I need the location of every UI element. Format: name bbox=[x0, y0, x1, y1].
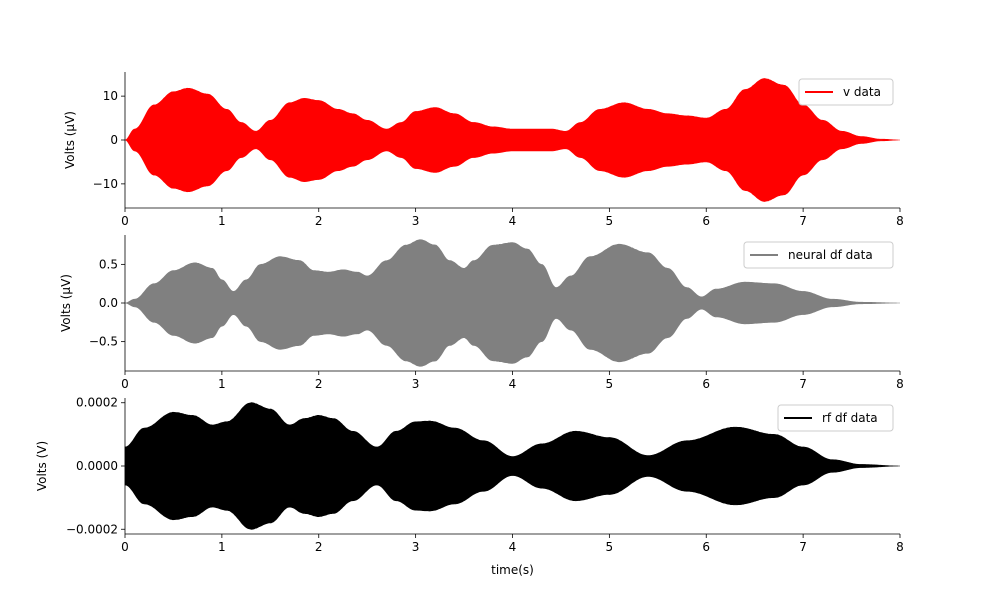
x-tick-label: 8 bbox=[896, 377, 904, 391]
x-tick-label: 7 bbox=[799, 214, 807, 228]
y-tick-label: 0.5 bbox=[99, 257, 118, 271]
legend-label: neural df data bbox=[788, 248, 873, 262]
x-tick-label: 0 bbox=[121, 540, 129, 554]
y-tick-label: 10 bbox=[103, 89, 118, 103]
y-tick-label: −0.0002 bbox=[66, 522, 118, 536]
subplot-2: 0 1 2 3 4 5 6 7 8 −0.5 0.0 0.5 Volts (μV) neural df d… bbox=[59, 235, 904, 391]
y-tick-label: 0.0000 bbox=[76, 459, 118, 473]
y-tick-label: −0.5 bbox=[89, 335, 118, 349]
x-tick-label: 4 bbox=[509, 540, 517, 554]
series-band-1 bbox=[124, 402, 900, 530]
x-tick-label: 1 bbox=[218, 214, 226, 228]
legend-label: v data bbox=[843, 85, 881, 99]
legend: v data bbox=[798, 78, 894, 106]
x-tick-label: 4 bbox=[509, 377, 517, 391]
x-tick-label: 2 bbox=[315, 377, 323, 391]
x-tick-label: 0 bbox=[121, 377, 129, 391]
x-tick-label: 3 bbox=[412, 377, 420, 391]
legend-box bbox=[798, 78, 894, 106]
x-tick-label: 3 bbox=[412, 540, 420, 554]
legend-box bbox=[743, 241, 894, 269]
y-tick-label: −10 bbox=[93, 177, 118, 191]
x-tick-label: 7 bbox=[799, 540, 807, 554]
y-axis-label: Volts (μV) bbox=[63, 111, 77, 169]
subplot-3: 0 1 2 3 4 5 6 7 8 −0.0002 0.0000 0.0002 Volts (V) tim… bbox=[35, 396, 904, 577]
x-tick-label: 8 bbox=[896, 540, 904, 554]
series-band-1 bbox=[124, 78, 901, 202]
x-tick-label: 2 bbox=[315, 214, 323, 228]
legend-box bbox=[777, 404, 894, 432]
y-axis-label: Volts (V) bbox=[35, 441, 49, 491]
x-tick-label: 8 bbox=[896, 214, 904, 228]
x-tick-label: 6 bbox=[702, 540, 710, 554]
x-tick-label: 6 bbox=[702, 214, 710, 228]
x-tick-label: 5 bbox=[606, 540, 614, 554]
y-tick-label: 0 bbox=[110, 133, 118, 147]
x-tick-label: 0 bbox=[121, 214, 129, 228]
x-tick-label: 1 bbox=[218, 540, 226, 554]
x-axis-label: time(s) bbox=[491, 563, 534, 577]
x-tick-label: 2 bbox=[315, 540, 323, 554]
y-tick-label: 0.0 bbox=[99, 296, 118, 310]
legend-label: rf df data bbox=[822, 411, 878, 425]
x-tick-label: 6 bbox=[702, 377, 710, 391]
x-tick-label: 1 bbox=[218, 377, 226, 391]
x-tick-label: 5 bbox=[606, 214, 614, 228]
x-tick-label: 7 bbox=[799, 377, 807, 391]
legend: neural df data bbox=[743, 241, 894, 269]
subplot-1: 0 1 2 3 4 5 6 7 8 −10 0 10 Volts (μV) v data bbox=[63, 72, 904, 228]
series-band-1 bbox=[124, 239, 900, 367]
x-tick-label: 3 bbox=[412, 214, 420, 228]
x-tick-label: 4 bbox=[509, 214, 517, 228]
x-tick-label: 5 bbox=[606, 377, 614, 391]
y-tick-label: 0.0002 bbox=[76, 396, 118, 410]
legend: rf df data bbox=[777, 404, 894, 432]
y-axis-label: Volts (μV) bbox=[59, 274, 73, 332]
